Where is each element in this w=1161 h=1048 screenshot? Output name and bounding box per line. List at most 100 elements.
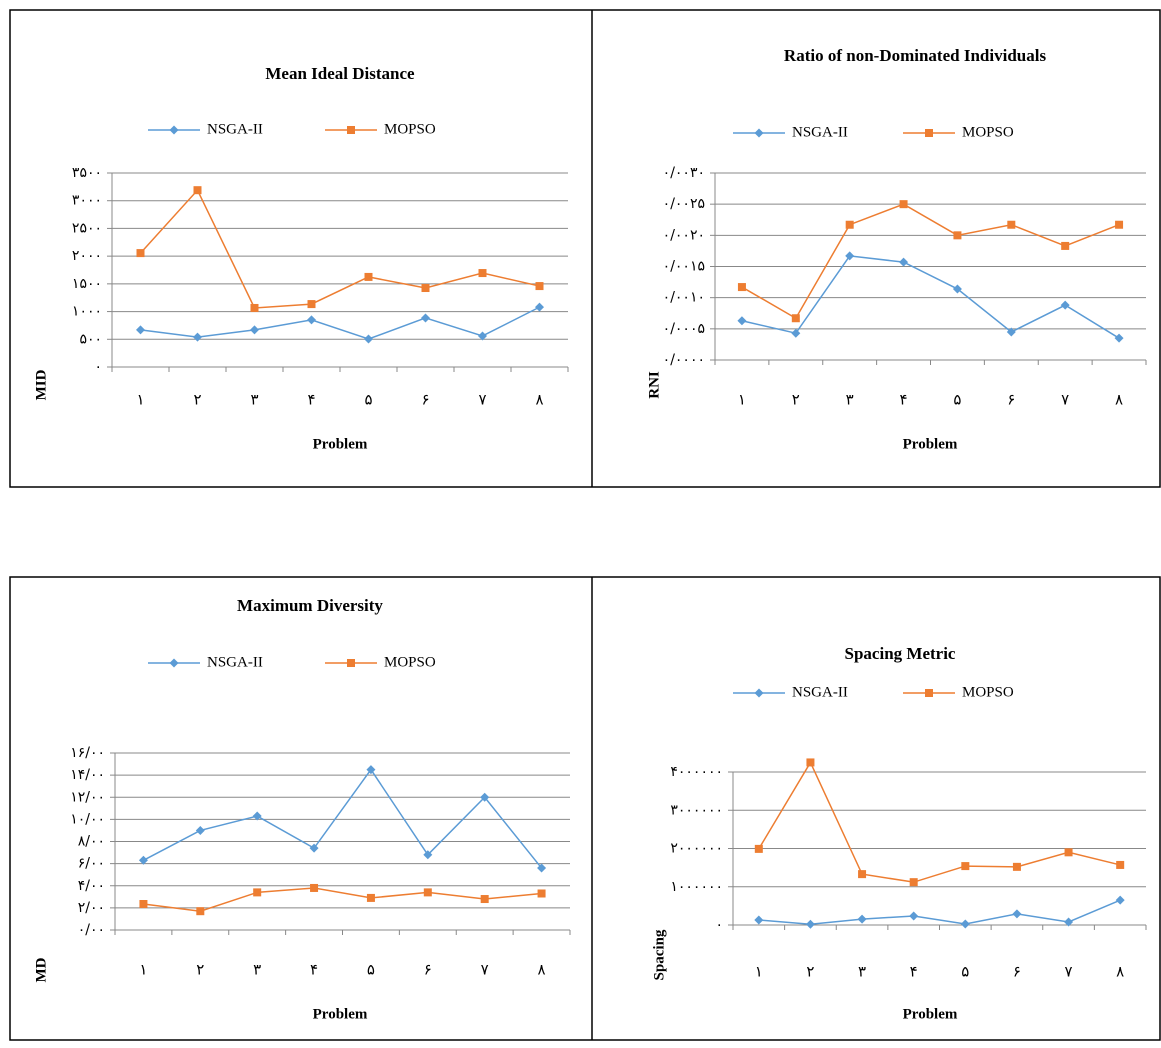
y-axis-label: MID bbox=[33, 369, 49, 400]
data-point bbox=[1061, 242, 1069, 250]
data-point bbox=[754, 916, 763, 925]
legend-label: NSGA-II bbox=[792, 684, 848, 700]
data-point bbox=[961, 920, 970, 929]
y-tick-label: ۰/۰۰۱۵ bbox=[663, 259, 705, 275]
x-tick-label: ۳ bbox=[846, 391, 854, 409]
y-tick-label: ۶/۰۰ bbox=[78, 856, 105, 872]
x-tick-label: ۳ bbox=[253, 961, 261, 979]
x-tick-label: ۲ bbox=[792, 391, 800, 409]
y-tick-label: ۱۰۰۰۰۰۰ bbox=[670, 879, 723, 895]
x-tick-label: ۶ bbox=[1007, 391, 1015, 409]
data-point bbox=[1116, 861, 1124, 869]
x-tick-label: ۴ bbox=[310, 961, 318, 979]
data-point bbox=[194, 186, 202, 194]
y-tick-label: ۰/۰۰۲۵ bbox=[663, 196, 705, 212]
x-tick-label: ۵ bbox=[961, 963, 969, 981]
data-point bbox=[806, 758, 814, 766]
x-axis-label: Problem bbox=[313, 436, 368, 452]
data-point bbox=[845, 251, 854, 260]
data-point bbox=[193, 333, 202, 342]
legend-marker bbox=[347, 126, 355, 134]
x-tick-label: ۴ bbox=[307, 391, 315, 409]
data-point bbox=[900, 200, 908, 208]
chart-title: Maximum Diversity bbox=[237, 596, 383, 615]
y-axis-label: MD bbox=[33, 957, 49, 982]
x-tick-label: ۱ bbox=[738, 391, 746, 409]
data-point bbox=[1065, 848, 1073, 856]
y-tick-label: ۰/۰۰۳۰ bbox=[663, 165, 705, 181]
data-point bbox=[755, 845, 763, 853]
data-point bbox=[367, 894, 375, 902]
y-tick-label: ۳۵۰۰ bbox=[72, 165, 102, 181]
data-point bbox=[139, 900, 147, 908]
y-tick-label: ۰/۰۰ bbox=[78, 922, 105, 938]
x-tick-label: ۶ bbox=[421, 391, 429, 409]
legend-marker bbox=[925, 689, 933, 697]
x-tick-label: ۵ bbox=[367, 961, 375, 979]
y-tick-label: ۲۰۰۰۰۰۰ bbox=[670, 841, 723, 857]
y-tick-label: ۴۰۰۰۰۰۰ bbox=[670, 764, 723, 780]
data-point bbox=[196, 907, 204, 915]
y-tick-label: ۴/۰۰ bbox=[78, 878, 105, 894]
data-point bbox=[1061, 301, 1070, 310]
data-point bbox=[137, 249, 145, 257]
y-tick-label: ۳۰۰۰ bbox=[72, 193, 102, 209]
x-tick-label: ۱ bbox=[139, 961, 147, 979]
x-tick-label: ۸ bbox=[535, 391, 543, 409]
data-point bbox=[791, 329, 800, 338]
y-tick-label: ۲/۰۰ bbox=[78, 900, 105, 916]
legend-label: NSGA-II bbox=[207, 121, 263, 137]
y-tick-label: ۲۰۰۰ bbox=[72, 248, 102, 264]
x-tick-label: ۲ bbox=[806, 963, 814, 981]
legend-label: MOPSO bbox=[384, 121, 436, 137]
top-frame bbox=[10, 10, 1160, 487]
x-tick-label: ۸ bbox=[1116, 963, 1124, 981]
y-tick-label: ۱۰/۰۰ bbox=[70, 811, 105, 827]
legend-label: NSGA-II bbox=[792, 124, 848, 140]
legend-marker bbox=[347, 659, 355, 667]
x-tick-label: ۸ bbox=[538, 961, 546, 979]
data-point bbox=[1116, 896, 1125, 905]
data-point bbox=[422, 284, 430, 292]
x-tick-label: ۸ bbox=[1115, 391, 1123, 409]
legend-label: NSGA-II bbox=[207, 654, 263, 670]
y-axis-label: Spacing bbox=[651, 929, 667, 980]
data-point bbox=[1012, 909, 1021, 918]
legend-marker bbox=[925, 129, 933, 137]
y-tick-label: ۸/۰۰ bbox=[78, 834, 105, 850]
data-point bbox=[253, 888, 261, 896]
data-point bbox=[535, 303, 544, 312]
x-tick-label: ۷ bbox=[1065, 963, 1073, 981]
chart-title: Mean Ideal Distance bbox=[265, 64, 415, 83]
data-point bbox=[1115, 221, 1123, 229]
data-point bbox=[421, 313, 430, 322]
legend-marker bbox=[170, 126, 179, 135]
y-tick-label: ۱۵۰۰ bbox=[72, 276, 102, 292]
data-point bbox=[737, 316, 746, 325]
legend-marker bbox=[755, 129, 764, 138]
y-tick-label: ۱۲/۰۰ bbox=[70, 789, 105, 805]
x-tick-label: ۴ bbox=[900, 391, 908, 409]
data-point bbox=[365, 273, 373, 281]
data-point bbox=[481, 895, 489, 903]
x-tick-label: ۶ bbox=[1013, 963, 1021, 981]
data-point bbox=[910, 878, 918, 886]
y-tick-label: ۲۵۰۰ bbox=[72, 220, 102, 236]
y-tick-label: ۳۰۰۰۰۰۰ bbox=[670, 802, 723, 818]
bottom-frame bbox=[10, 577, 1160, 1040]
legend-marker bbox=[170, 659, 179, 668]
x-tick-label: ۴ bbox=[910, 963, 918, 981]
series-line bbox=[742, 256, 1119, 338]
x-tick-label: ۷ bbox=[481, 961, 489, 979]
x-tick-label: ۳ bbox=[250, 391, 258, 409]
data-point bbox=[538, 889, 546, 897]
data-point bbox=[307, 315, 316, 324]
figure: Mean Ideal DistanceProblemMID۰۵۰۰۱۰۰۰۱۵۰… bbox=[0, 0, 1161, 1048]
data-point bbox=[806, 920, 815, 929]
x-tick-label: ۱ bbox=[755, 963, 763, 981]
series-line bbox=[143, 770, 541, 868]
x-axis-label: Problem bbox=[903, 436, 958, 452]
data-point bbox=[1115, 334, 1124, 343]
data-point bbox=[738, 283, 746, 291]
series-line bbox=[141, 190, 540, 308]
